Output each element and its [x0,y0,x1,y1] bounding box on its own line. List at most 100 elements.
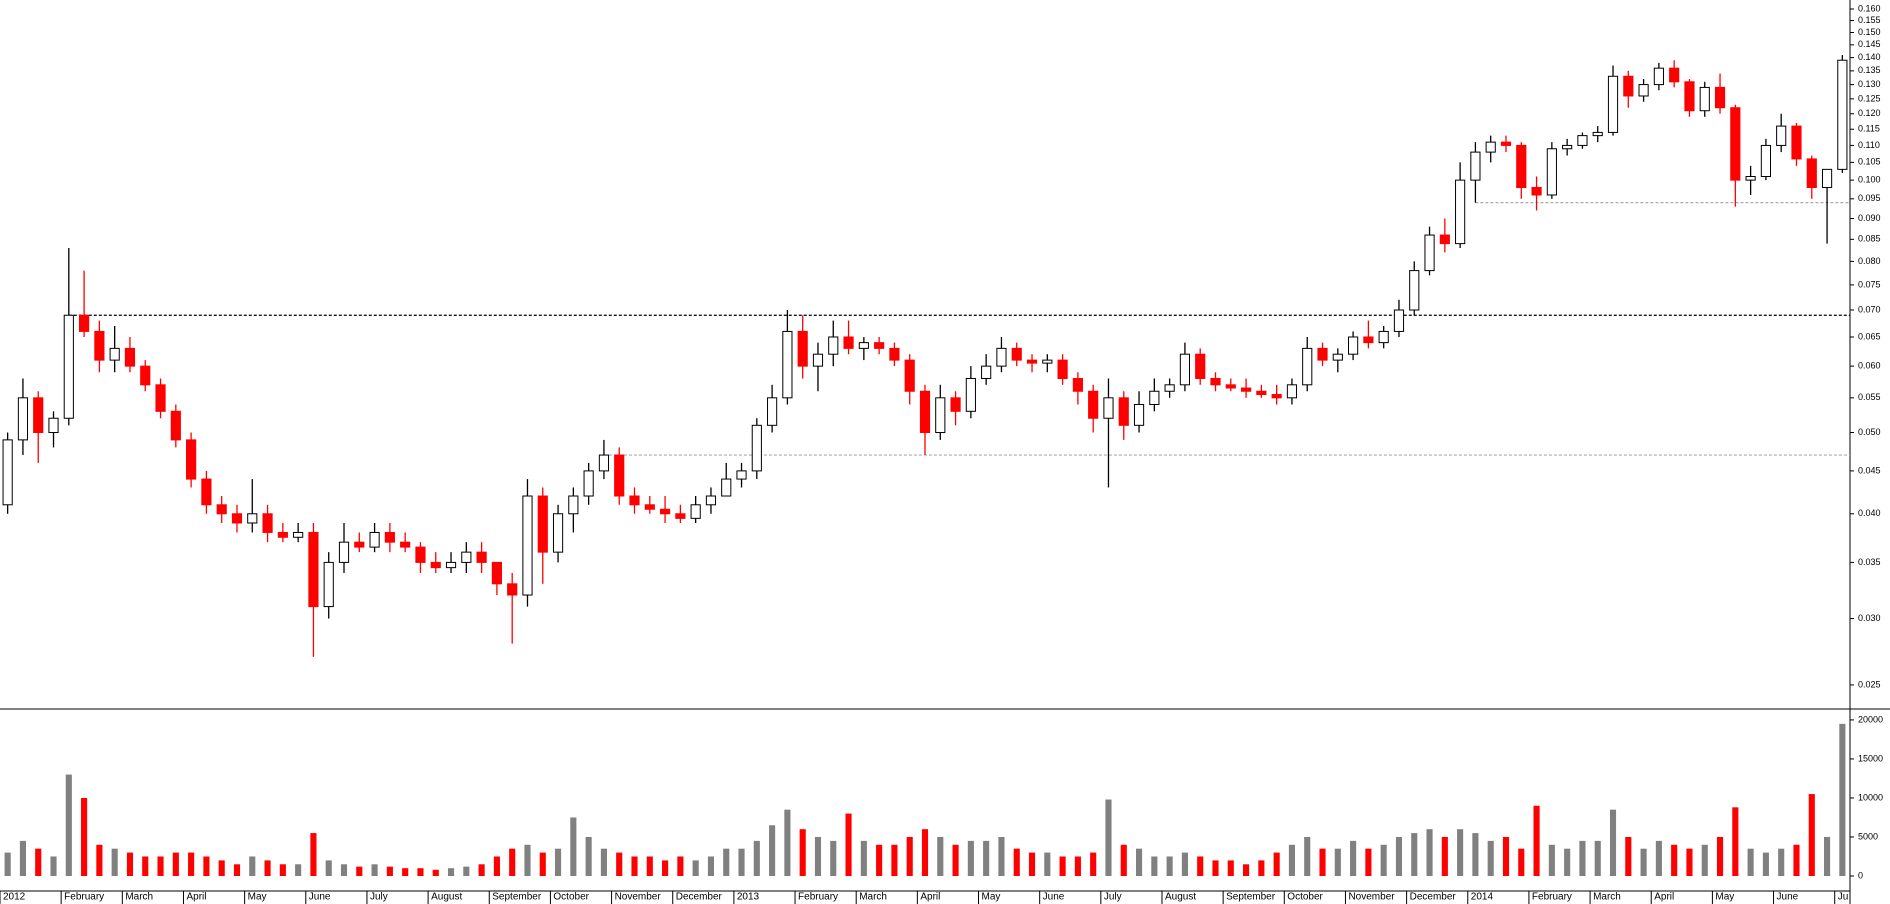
volume-bar [35,848,42,876]
y-tick-label: 0.060 [1858,361,1881,371]
y-tick-label: 0.070 [1858,304,1881,314]
volume-bar [50,856,57,876]
x-tick-label: February [798,892,838,903]
volume-bar [1288,844,1295,876]
candle-body [430,561,441,569]
volume-bar [172,852,179,876]
candle-body [1042,359,1053,364]
volume-bar [19,840,26,876]
volume-bar [784,809,791,876]
y-tick-label: 0.050 [1858,427,1881,437]
candle-body [965,377,976,412]
candle-body [1286,384,1298,399]
volume-bar [1258,860,1265,876]
candle-body [552,513,564,553]
volume-bar [402,868,409,876]
candle-body [1133,404,1145,426]
candle-body [583,470,594,497]
x-tick-label: December [1410,892,1457,903]
y-tick-label: 0.080 [1858,256,1881,266]
volume-bar [218,860,225,876]
volume-bar [233,864,241,876]
candle-body [1011,347,1022,361]
y-tick-label: 0 [1858,870,1863,880]
y-tick-label: 0.040 [1858,508,1881,518]
volume-bar [1059,856,1066,876]
x-tick-label: August [431,892,462,903]
candle-body [400,541,411,548]
volume-bar [1151,856,1158,876]
candle-body [17,397,29,441]
y-tick-label: 20000 [1858,714,1883,724]
volume-bar [1747,848,1754,876]
volume-bar [493,856,500,876]
candle-body [1455,179,1466,245]
volume-bar [1548,844,1555,876]
volume-bar [585,836,592,876]
volume-bar [753,840,760,876]
x-tick-label: October [553,892,589,903]
volume-bar [203,856,210,876]
candle-body [874,342,885,349]
candle-body [262,513,273,533]
volume-bar [279,864,286,876]
y-tick-label: 0.085 [1858,234,1881,244]
y-tick-label: 0.160 [1858,3,1881,13]
x-tick-label: December [676,892,723,903]
candle-body [1164,384,1175,392]
candle-body [293,531,304,538]
volume-bar [126,852,134,876]
volume-bar [600,848,607,876]
candle-body [491,561,502,585]
candle-body [1607,75,1619,133]
candle-body [1760,144,1771,178]
x-tick-label: October [1287,892,1323,903]
candle-body [935,397,946,434]
volume-bar [1380,844,1387,876]
volume-bar [1197,856,1204,876]
candle-body [1072,377,1083,392]
y-tick-label: 15000 [1858,753,1883,763]
y-tick-label: 0.120 [1858,108,1881,118]
x-tick-label: September [492,892,542,903]
candle-body [1669,67,1680,83]
volume-bar [860,840,867,876]
candle-body [461,551,472,563]
volume-bar [65,774,72,876]
candle-body [1837,59,1848,170]
volume-bar [340,864,348,876]
volume-bar [1716,836,1724,876]
y-tick-label: 0.115 [1858,124,1880,134]
volume-bar [524,844,531,876]
volume-bar [96,844,103,876]
y-tick-label: 0.140 [1858,52,1881,62]
candle-body [828,336,839,355]
volume-bar [1594,840,1601,876]
x-tick-label: 2014 [1471,892,1494,903]
volume-bar [325,860,332,876]
candle-body [1363,336,1374,344]
volume-bar [799,829,806,876]
candle-body [919,390,931,434]
candle-body [1439,234,1450,245]
volume-bar [1411,833,1418,876]
candle-body [1348,336,1359,355]
volume-bar [952,844,959,876]
volume-bar [570,817,577,876]
candle-body [1714,86,1726,109]
candle-body [522,495,533,596]
volume-bar [631,856,638,876]
candle-body [48,417,59,434]
candle-body [323,561,334,608]
y-tick-label: 0.030 [1858,613,1881,623]
volume-bar [814,836,822,876]
x-tick-label: March [859,892,887,903]
candle-body [1256,390,1267,396]
x-tick-label: July [1104,892,1122,903]
y-tick-label: 0.130 [1858,79,1881,89]
candle-body [1776,125,1787,146]
volume-bar [845,813,852,876]
candle-body [1424,234,1435,272]
candle-body [1577,135,1588,146]
volume-bar [891,844,898,876]
